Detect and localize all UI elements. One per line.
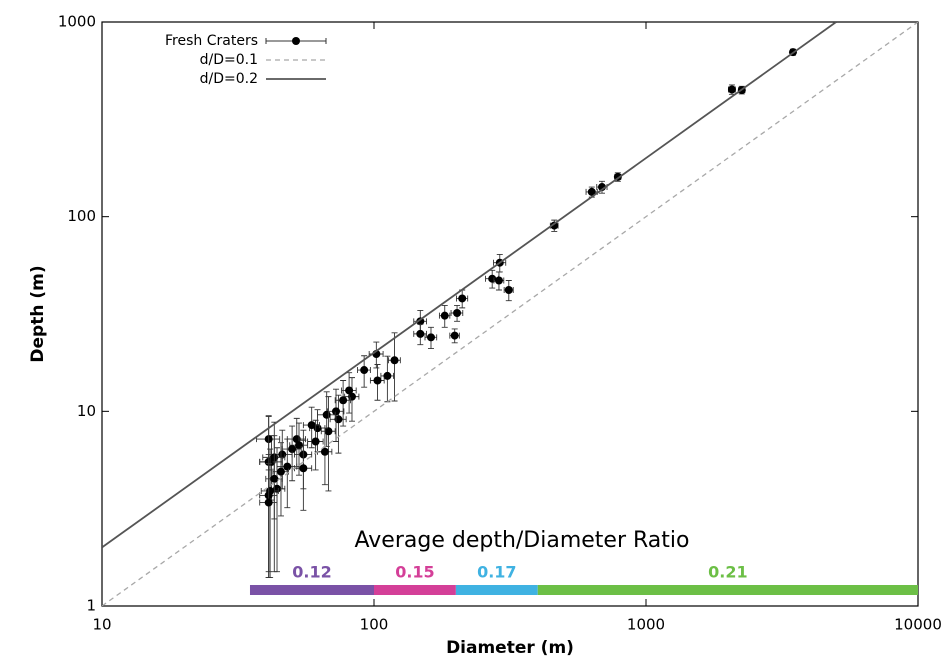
crater-point bbox=[307, 421, 316, 430]
x-tick-label: 10000 bbox=[894, 616, 942, 634]
crater-point bbox=[324, 427, 333, 436]
ratio-title: Average depth/Diameter Ratio bbox=[355, 528, 690, 553]
legend-marker bbox=[292, 37, 300, 45]
crater-point bbox=[416, 329, 425, 338]
y-error-bar bbox=[265, 462, 272, 579]
crater-point bbox=[270, 474, 279, 483]
crater-point bbox=[494, 276, 503, 285]
x-tick-label: 1000 bbox=[627, 616, 665, 634]
crater-point bbox=[311, 437, 320, 446]
y-error-bar bbox=[271, 435, 278, 573]
x-tick-label: 100 bbox=[360, 616, 389, 634]
crater-point bbox=[320, 447, 329, 456]
ratio-label: 0.17 bbox=[477, 563, 516, 582]
y-tick-label: 1000 bbox=[58, 13, 96, 31]
legend-label: Fresh Craters bbox=[165, 33, 258, 49]
y-tick-label: 1 bbox=[86, 597, 96, 615]
crater-point bbox=[278, 450, 287, 459]
crater-point bbox=[295, 441, 304, 450]
crater-point bbox=[383, 371, 392, 380]
ratio-label: 0.12 bbox=[292, 563, 331, 582]
plot-area bbox=[102, 22, 918, 606]
ratio-segment bbox=[455, 585, 538, 595]
crater-point bbox=[360, 366, 369, 375]
y-error-bar bbox=[267, 448, 274, 579]
y-error-bar bbox=[325, 396, 332, 492]
legend-label: d/D=0.2 bbox=[200, 71, 258, 87]
crater-point bbox=[450, 331, 459, 340]
crater-point bbox=[416, 317, 425, 326]
crater-point bbox=[332, 407, 341, 416]
ratio-label: 0.15 bbox=[395, 563, 434, 582]
crater-point bbox=[345, 386, 354, 395]
crater-point bbox=[288, 445, 297, 454]
x-tick-label: 10 bbox=[92, 616, 111, 634]
crater-point bbox=[390, 356, 399, 365]
crater-point bbox=[299, 464, 308, 473]
y-error-bar bbox=[277, 442, 284, 517]
ratio-segment bbox=[374, 585, 456, 595]
crater-point bbox=[550, 221, 559, 230]
crater-point bbox=[283, 462, 292, 471]
crater-point bbox=[264, 498, 273, 507]
x-axis-title: Diameter (m) bbox=[446, 638, 574, 658]
crater-point bbox=[458, 294, 467, 303]
ratio-segment bbox=[249, 585, 374, 595]
y-error-bar bbox=[391, 332, 398, 402]
crater-point bbox=[727, 85, 736, 94]
ratio-line bbox=[102, 22, 918, 606]
crater-point bbox=[347, 392, 356, 401]
crater-point bbox=[322, 410, 331, 419]
y-axis-title: Depth (m) bbox=[28, 265, 48, 362]
ratio-segment bbox=[537, 585, 918, 595]
y-tick-label: 10 bbox=[77, 402, 96, 420]
plot-frame bbox=[101, 21, 919, 607]
y-error-bar bbox=[300, 439, 307, 511]
crater-point bbox=[587, 187, 596, 196]
ratio-line bbox=[102, 22, 837, 549]
crater-point bbox=[373, 376, 382, 385]
y-tick-label: 100 bbox=[67, 207, 96, 225]
crater-point bbox=[488, 274, 497, 283]
legend-label: d/D=0.1 bbox=[200, 52, 258, 68]
crater-point bbox=[276, 467, 285, 476]
crater-point bbox=[339, 396, 348, 405]
crater-point bbox=[504, 286, 513, 295]
ratio-label: 0.21 bbox=[708, 563, 747, 582]
crater-point bbox=[453, 308, 462, 317]
crater-point bbox=[440, 311, 449, 320]
crater-point bbox=[426, 333, 435, 342]
